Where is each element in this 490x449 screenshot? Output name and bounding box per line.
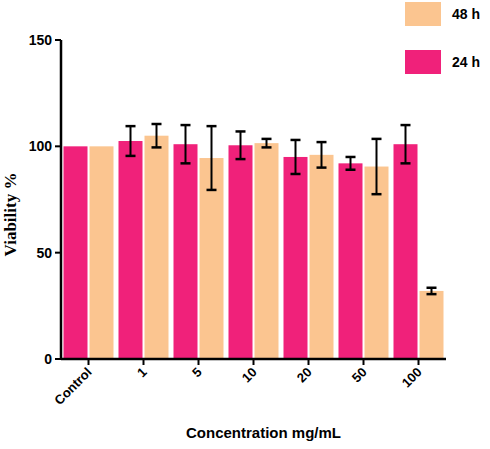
- chart-svg: 0 50 100 150 Control 1 5 10 20 50 100 Concentration…: [0, 0, 490, 449]
- error-bar: [236, 131, 246, 159]
- x-tick: [88, 359, 90, 365]
- bar: [310, 155, 334, 359]
- x-tick-label: 1: [134, 365, 150, 381]
- x-axis-label: Concentration mg/mL: [186, 424, 341, 441]
- y-axis: [60, 40, 63, 359]
- error-bar: [372, 139, 382, 194]
- error-bar: [317, 142, 327, 168]
- x-tick-label: 50: [349, 365, 370, 386]
- x-tick-label: 20: [294, 365, 315, 386]
- bar: [339, 163, 363, 359]
- x-tick: [253, 359, 255, 365]
- y-tick: [55, 252, 61, 254]
- y-tick-label: 50: [36, 245, 52, 261]
- x-tick: [418, 359, 420, 365]
- bar: [365, 167, 389, 359]
- error-bar: [207, 126, 217, 190]
- x-tick: [198, 359, 200, 365]
- x-tick: [308, 359, 310, 365]
- error-bar: [262, 139, 272, 148]
- error-bar: [126, 126, 136, 156]
- bars: [64, 136, 444, 359]
- x-tick-label: 100: [399, 365, 425, 391]
- error-bar: [346, 157, 356, 170]
- y-tick: [55, 39, 61, 41]
- x-tick: [143, 359, 145, 365]
- y-tick: [55, 145, 61, 147]
- bar: [394, 144, 418, 359]
- legend-swatch: [405, 50, 441, 74]
- error-bar: [401, 125, 411, 163]
- error-bar: [427, 288, 437, 294]
- bar: [229, 145, 253, 359]
- legend-label: 48 h: [452, 6, 480, 22]
- y-tick: [55, 358, 61, 360]
- bar: [174, 144, 198, 359]
- legend-label: 24 h: [452, 54, 480, 70]
- error-bar: [152, 124, 162, 147]
- legend: 48 h 24 h: [405, 2, 480, 74]
- error-bars: [126, 124, 437, 294]
- bar: [284, 157, 308, 359]
- bar: [119, 141, 143, 359]
- bar: [420, 291, 444, 359]
- x-tick-label: 5: [189, 365, 205, 381]
- y-tick-label: 0: [44, 351, 52, 367]
- y-axis-label: Viability %: [1, 173, 20, 257]
- x-tick: [363, 359, 365, 365]
- chart-root: 0 50 100 150 Control 1 5 10 20 50 100 Concentration…: [0, 0, 490, 449]
- x-tick-label: Control: [51, 365, 94, 408]
- bar: [64, 146, 88, 359]
- bar: [255, 143, 279, 359]
- error-bar: [181, 125, 191, 163]
- legend-swatch: [405, 2, 441, 26]
- y-tick-label: 150: [29, 32, 53, 48]
- x-tick-label: 10: [239, 365, 260, 386]
- bar: [90, 146, 114, 359]
- y-tick-label: 100: [29, 138, 53, 154]
- error-bar: [291, 140, 301, 174]
- bar: [145, 136, 169, 359]
